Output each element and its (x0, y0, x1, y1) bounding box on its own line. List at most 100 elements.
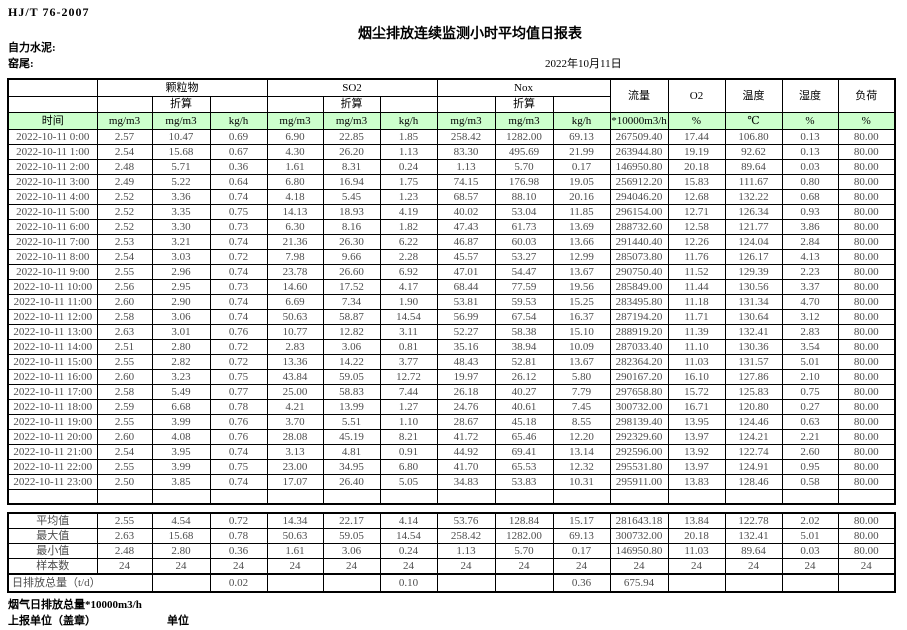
value-cell: 23.78 (266, 264, 324, 280)
unit-cell: mg/m3 (96, 112, 153, 130)
value-cell: 129.39 (724, 264, 783, 280)
daily-total-cell (151, 573, 211, 593)
value-cell: 11.76 (667, 249, 726, 265)
summary-value-cell: 22.17 (322, 512, 381, 529)
value-cell: 12.71 (667, 204, 726, 220)
value-cell: 1.75 (379, 174, 438, 190)
value-cell: 74.15 (436, 174, 496, 190)
daily-total-cell (322, 573, 381, 593)
value-cell: 21.99 (552, 144, 611, 160)
value-cell: 56.99 (436, 309, 496, 325)
value-cell: 0.74 (209, 444, 268, 460)
value-cell: 6.80 (266, 174, 324, 190)
summary-value-cell: 24 (724, 558, 783, 575)
value-cell: 4.19 (379, 204, 438, 220)
value-cell: 3.70 (266, 414, 324, 430)
value-cell: 2.58 (96, 384, 153, 400)
value-cell: 0.72 (209, 339, 268, 355)
value-cell: 290750.40 (609, 264, 669, 280)
unit-cell: mg/m3 (151, 112, 211, 130)
summary-value-cell: 5.70 (494, 543, 554, 559)
value-cell: 13.83 (667, 474, 726, 490)
summary-value-cell: 281643.18 (609, 512, 669, 529)
empty-cell (379, 489, 438, 505)
unit-cell: mg/m3 (494, 112, 554, 130)
summary-value-cell: 2.80 (151, 543, 211, 559)
summary-value-cell: 1.61 (266, 543, 324, 559)
value-cell: 3.12 (781, 309, 839, 325)
value-cell: 1.13 (436, 159, 496, 175)
header-group-row: 颗粒物 SO2 Nox 流量 O2 温度 湿度 负荷 (7, 78, 896, 113)
value-cell: 121.77 (724, 219, 783, 235)
value-cell: 124.21 (724, 429, 783, 445)
unit-cell: % (781, 112, 839, 130)
value-cell: 52.81 (494, 354, 554, 370)
value-cell: 1.27 (379, 399, 438, 415)
value-cell: 12.68 (667, 189, 726, 205)
value-cell: 28.08 (266, 429, 324, 445)
value-cell: 0.74 (209, 189, 268, 205)
time-cell: 2022-10-11 20:00 (7, 429, 98, 445)
value-cell: 2.96 (151, 264, 211, 280)
unit-cell: *10000m3/h (609, 112, 669, 130)
data-row: 2022-10-11 22:00 2.55 3.99 0.75 23.00 34.95 6.… (7, 459, 896, 475)
value-cell: 8.16 (322, 219, 381, 235)
value-cell: 15.72 (667, 384, 726, 400)
empty-cell (266, 489, 324, 505)
daily-total-cell: 0.10 (379, 573, 438, 593)
value-cell: 3.35 (151, 204, 211, 220)
value-cell: 4.21 (266, 399, 324, 415)
time-cell: 2022-10-11 9:00 (7, 264, 98, 280)
time-cell: 2022-10-11 10:00 (7, 279, 98, 295)
value-cell: 53.27 (494, 249, 554, 265)
value-cell: 0.75 (781, 384, 839, 400)
value-cell: 80.00 (837, 279, 896, 295)
value-cell: 12.82 (322, 324, 381, 340)
summary-value-cell: 24 (609, 558, 669, 575)
header-flow: 流量 (609, 78, 669, 113)
data-row: 2022-10-11 14:00 2.51 2.80 0.72 2.83 3.06 0.81… (7, 339, 896, 355)
value-cell: 28.67 (436, 414, 496, 430)
value-cell: 0.76 (209, 429, 268, 445)
value-cell: 132.22 (724, 189, 783, 205)
value-cell: 132.41 (724, 324, 783, 340)
value-cell: 15.10 (552, 324, 611, 340)
time-cell: 2022-10-11 17:00 (7, 384, 98, 400)
value-cell: 44.92 (436, 444, 496, 460)
value-cell: 26.30 (322, 234, 381, 250)
value-cell: 21.36 (266, 234, 324, 250)
value-cell: 80.00 (837, 444, 896, 460)
value-cell: 20.16 (552, 189, 611, 205)
value-cell: 2.49 (96, 174, 153, 190)
value-cell: 0.91 (379, 444, 438, 460)
value-cell: 2.50 (96, 474, 153, 490)
value-cell: 2.80 (151, 339, 211, 355)
value-cell: 11.85 (552, 204, 611, 220)
value-cell: 15.83 (667, 174, 726, 190)
value-cell: 3.01 (151, 324, 211, 340)
value-cell: 295911.00 (609, 474, 669, 490)
value-cell: 0.72 (209, 249, 268, 265)
value-cell: 285849.00 (609, 279, 669, 295)
header-load: 负荷 (837, 78, 896, 113)
value-cell: 41.72 (436, 429, 496, 445)
daily-total-cell: 675.94 (609, 573, 669, 593)
value-cell: 1.10 (379, 414, 438, 430)
value-cell: 80.00 (837, 459, 896, 475)
value-cell: 11.44 (667, 279, 726, 295)
data-row: 2022-10-11 18:00 2.59 6.68 0.78 4.21 13.99 1.2… (7, 399, 896, 415)
unit-cell: % (837, 112, 896, 130)
value-cell: 16.10 (667, 369, 726, 385)
value-cell: 67.54 (494, 309, 554, 325)
summary-value-cell: 89.64 (724, 543, 783, 559)
empty-cell (781, 489, 839, 505)
value-cell: 5.22 (151, 174, 211, 190)
converted-label: 折算 (151, 96, 211, 113)
value-cell: 12.32 (552, 459, 611, 475)
value-cell: 288919.20 (609, 324, 669, 340)
header-o2: O2 (667, 78, 726, 113)
value-cell: 12.20 (552, 429, 611, 445)
data-row: 2022-10-11 5:00 2.52 3.35 0.75 14.13 18.93 4.1… (7, 204, 896, 220)
value-cell: 3.11 (379, 324, 438, 340)
summary-value-cell: 15.68 (151, 528, 211, 544)
